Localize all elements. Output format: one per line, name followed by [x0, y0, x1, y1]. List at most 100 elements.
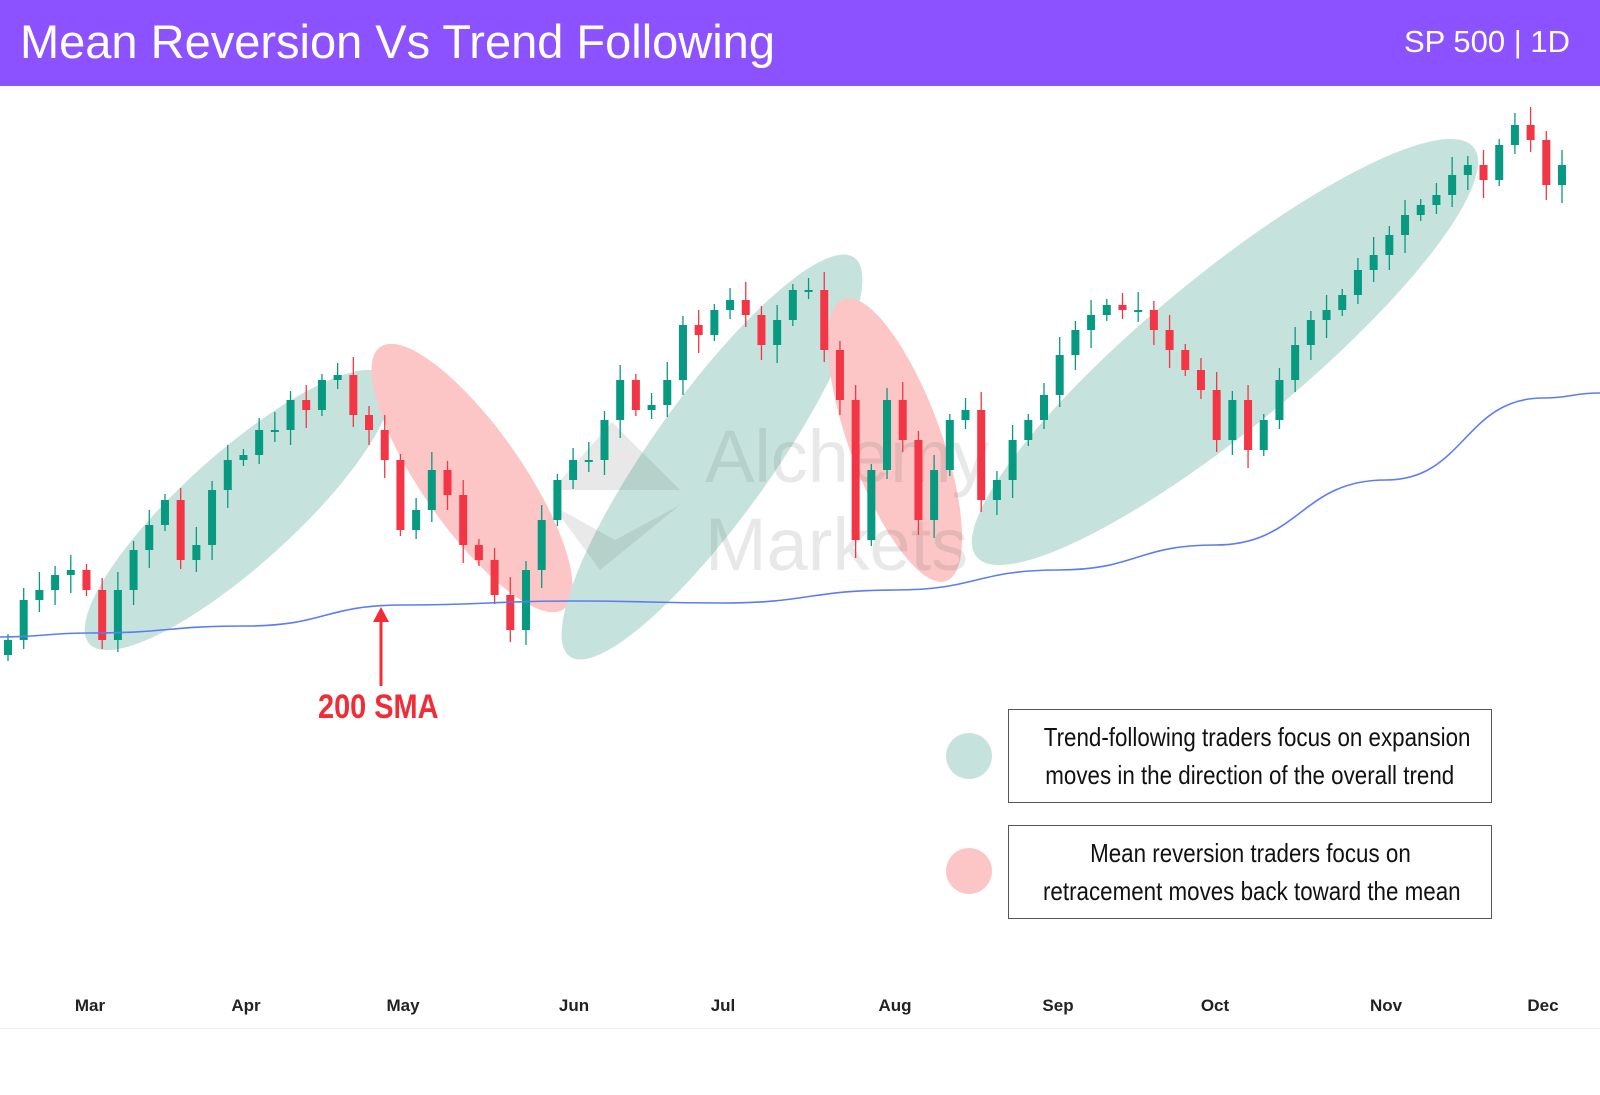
candle-body [1275, 380, 1284, 420]
candle-body [427, 470, 436, 510]
candle [1495, 139, 1504, 186]
reversion-zone-2 [827, 298, 963, 582]
candle [1228, 391, 1237, 455]
candle-body [1306, 320, 1315, 345]
candle-body [898, 400, 907, 440]
candle [647, 393, 656, 419]
x-tick-label: Sep [1042, 996, 1074, 1015]
candle-body [741, 300, 750, 315]
candle-body [1024, 420, 1033, 440]
candle [961, 398, 970, 429]
candle [1526, 107, 1535, 152]
candle-body [1448, 175, 1457, 195]
sma-annotation-arrow [373, 607, 389, 686]
candles [4, 107, 1566, 661]
trend-legend-line1: Trend-following traders focus on expansi… [1043, 722, 1471, 752]
candle-body [757, 315, 766, 345]
candle [1448, 157, 1457, 207]
x-tick-label: Jun [558, 996, 590, 1015]
candle-body [1338, 295, 1347, 310]
candle-body [710, 310, 719, 335]
candle-body [1212, 390, 1221, 440]
candle-body [835, 350, 844, 400]
candle-body [930, 470, 939, 520]
candle-body [647, 405, 656, 410]
candle [992, 471, 1001, 515]
watermark-line1: Alchemy [705, 415, 989, 498]
candle [160, 494, 169, 531]
candle [1275, 368, 1284, 429]
candle-body [459, 495, 468, 545]
candle [192, 527, 201, 572]
candle [569, 448, 578, 489]
candle-body [1134, 310, 1143, 312]
candle [380, 415, 389, 478]
candle-body [1244, 400, 1253, 450]
candle-body [820, 290, 829, 350]
candle [930, 455, 939, 538]
candle-body [1071, 330, 1080, 355]
candle-body [1353, 270, 1362, 295]
candle-body [977, 410, 986, 500]
candle-body [631, 380, 640, 410]
candle [553, 474, 562, 526]
candle-body [1259, 420, 1268, 450]
candle-body [1526, 125, 1535, 140]
candle [945, 414, 954, 476]
candle [1401, 200, 1410, 253]
watermark-logo-mark-lower [552, 505, 680, 570]
candle [1306, 311, 1315, 360]
candle-body [914, 440, 923, 520]
trend-zone-3 [971, 138, 1479, 566]
candle [302, 385, 311, 428]
candle [4, 634, 12, 661]
candle-body [490, 560, 499, 595]
candle-body [1385, 235, 1394, 255]
candle-body [1149, 310, 1158, 330]
candle [820, 272, 829, 362]
candle [1479, 150, 1488, 198]
candle [19, 588, 28, 649]
candle-body [1040, 395, 1048, 420]
candle-body [867, 470, 876, 540]
candle-body [851, 400, 860, 540]
candle [678, 316, 687, 395]
candle [286, 391, 295, 445]
candle [145, 510, 154, 568]
candle-body [1087, 315, 1096, 330]
candle [317, 374, 326, 416]
candle [726, 288, 735, 319]
candle [1134, 292, 1143, 322]
reversion-legend-box: Mean reversion traders focus on retracem… [1008, 825, 1492, 919]
candle-body [1291, 345, 1300, 380]
x-tick-label: Dec [1527, 996, 1559, 1015]
x-tick-label: Jul [710, 996, 736, 1015]
candle [239, 449, 248, 466]
chart-header: Mean Reversion Vs Trend Following SP 500… [0, 0, 1600, 86]
candle [835, 341, 844, 415]
candle [804, 278, 813, 299]
candle [270, 412, 279, 442]
arrow-up-icon [373, 607, 389, 622]
candle [1259, 414, 1268, 456]
candle-body [961, 410, 970, 420]
x-tick-label: Aug [878, 996, 912, 1015]
candle-body [678, 325, 687, 380]
candle-body [726, 300, 735, 310]
candle-body [945, 420, 954, 470]
x-tick-label: Nov [1369, 996, 1403, 1015]
watermark-logo-mark [552, 422, 680, 490]
candle [1165, 315, 1174, 368]
candle-body [616, 380, 625, 420]
candle-body [1008, 440, 1017, 480]
candle [1322, 295, 1331, 338]
candle [1149, 301, 1158, 345]
candle-body [1416, 205, 1425, 215]
candle-body [1228, 400, 1237, 440]
candle-body [223, 460, 232, 490]
zones [84, 138, 1479, 660]
candle-body [113, 590, 122, 640]
candle-body [1055, 355, 1064, 395]
candle [741, 282, 750, 327]
candle [694, 310, 703, 353]
